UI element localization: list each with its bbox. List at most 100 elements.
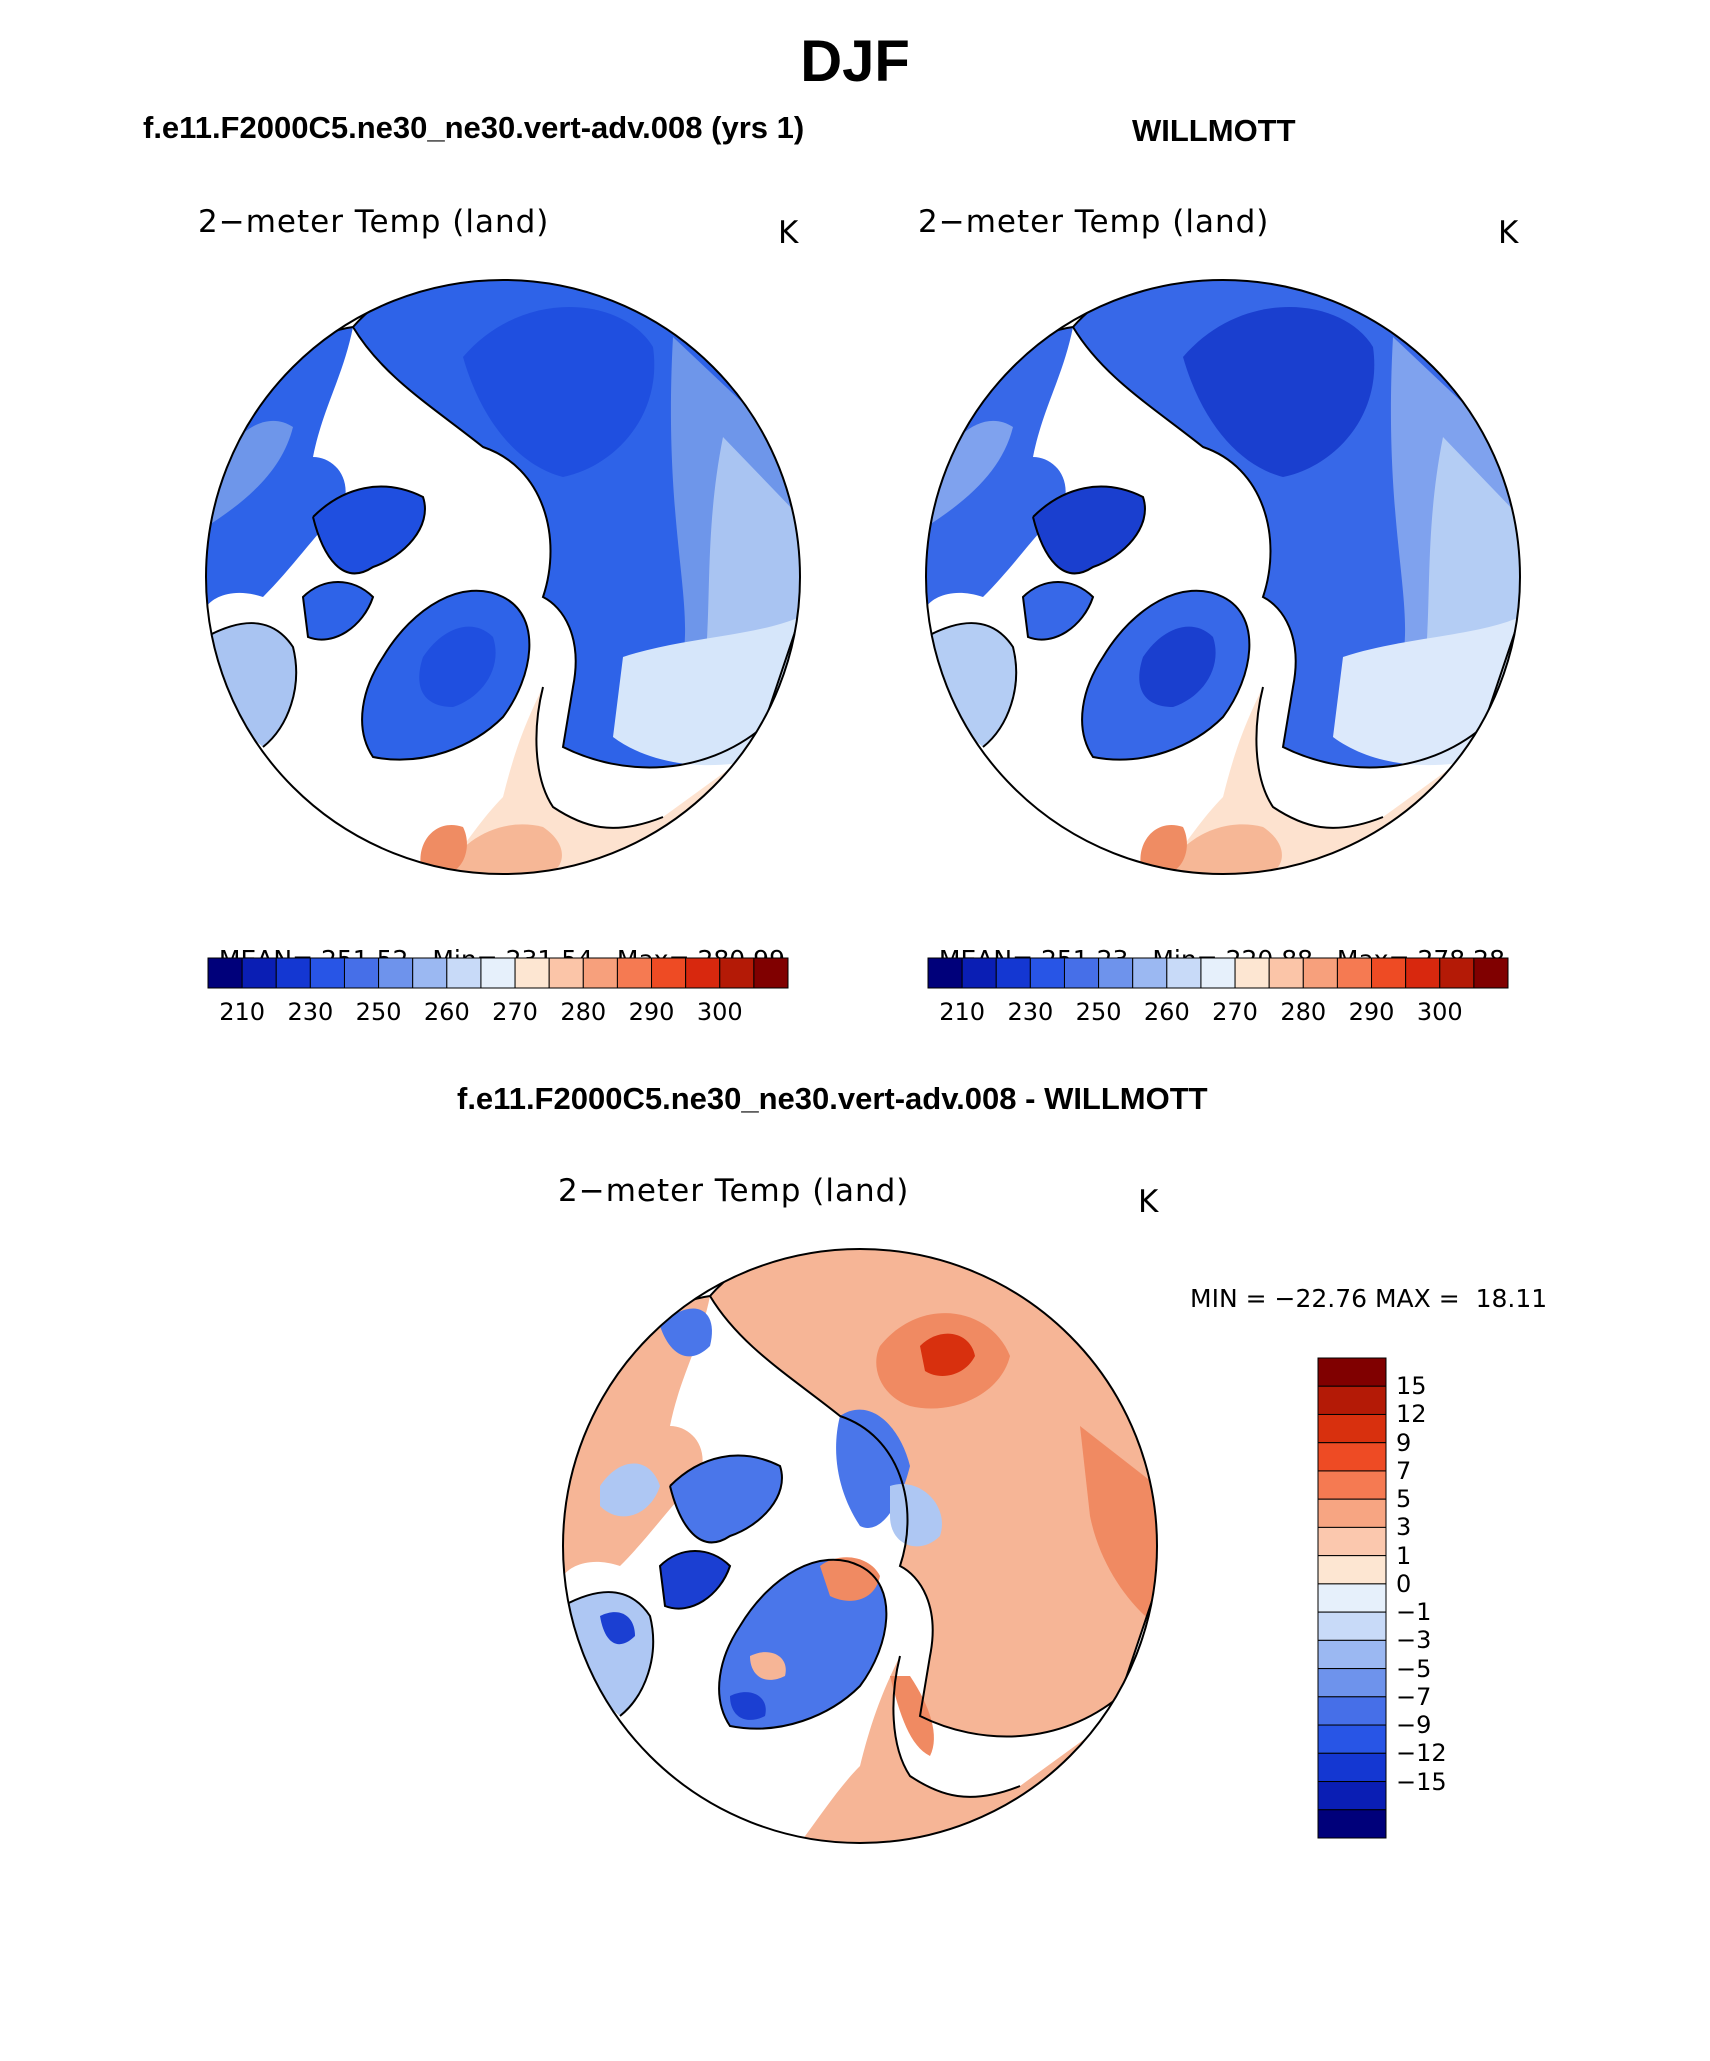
panel-1-colorbar [207,957,789,989]
colorbar-tick-label: 210 [219,998,266,1026]
colorbar-swatch [514,957,550,989]
colorbar-tick-label: 280 [1280,998,1327,1026]
colorbar-tick-label: 270 [1212,998,1258,1026]
colorbar-tick-label: 3 [1396,1513,1412,1542]
panel-1-map [205,279,801,875]
colorbar-swatch [548,957,584,989]
colorbar-tick-label: 250 [355,998,402,1026]
figure-title: DJF [800,29,910,94]
colorbar-tick-label: 210 [939,998,986,1026]
colorbar-swatch [1234,957,1270,989]
colorbar-swatch [1063,957,1100,989]
colorbar-swatch [995,957,1031,989]
difference-max-label: MAX = [1374,1284,1460,1313]
colorbar-swatch [1098,957,1134,989]
colorbar-swatch [651,957,687,989]
difference-min-label: MIN = [1190,1284,1267,1313]
colorbar-swatch [1405,957,1441,989]
colorbar-swatch [1336,957,1373,989]
colorbar-swatch [616,957,653,989]
difference-map-border [562,1248,1158,1844]
colorbar-swatch [1132,957,1168,989]
colorbar-tick-label: 290 [1348,998,1395,1026]
colorbar-tick-label: 230 [287,998,334,1026]
colorbar-swatch [1317,1442,1387,1472]
panel-2-case-title: WILLMOTT [1132,113,1296,148]
colorbar-swatch [207,957,243,989]
colorbar-swatch [1302,957,1338,989]
difference-max-value: 18.11 [1475,1284,1548,1313]
colorbar-swatch [1317,1526,1387,1557]
panel-2-temperature-field [926,280,1520,874]
colorbar-swatch [685,957,721,989]
colorbar-tick-label: 300 [696,998,743,1026]
colorbar-swatch [1439,957,1475,989]
colorbar-swatch [343,957,380,989]
colorbar-swatch [412,957,448,989]
colorbar-tick-label: 270 [492,998,538,1026]
colorbar-swatch [378,957,414,989]
panel-1-units: K [778,215,800,251]
colorbar-tick-label: 260 [1143,998,1190,1026]
colorbar-swatch [275,957,311,989]
panel-1-variable-label: 2−meter Temp (land) [198,204,550,240]
colorbar-swatch [1473,957,1509,989]
colorbar-swatch [1317,1752,1387,1783]
colorbar-tick-label: 300 [1416,998,1463,1026]
colorbar-tick-label: 5 [1396,1485,1412,1514]
colorbar-swatch [582,957,618,989]
colorbar-tick-label: 290 [628,998,675,1026]
panel-2-units: K [1498,215,1520,251]
colorbar-swatch [719,957,755,989]
difference-min-value: −22.76 [1274,1284,1368,1313]
difference-colorbar [1317,1357,1387,1839]
panel-1-case-title: f.e11.F2000C5.ne30_ne30.vert-adv.008 (yr… [143,110,805,145]
colorbar-swatch [1317,1781,1387,1811]
colorbar-tick-label: −9 [1396,1711,1432,1740]
colorbar-tick-label: 260 [423,998,470,1026]
difference-variable-label: 2−meter Temp (land) [558,1173,910,1209]
colorbar-swatch [961,957,997,989]
difference-map [562,1248,1158,1844]
colorbar-swatch [1317,1385,1387,1415]
colorbar-swatch [1166,957,1202,989]
difference-temperature-field [563,1249,1157,1843]
colorbar-tick-label: 1 [1396,1541,1412,1570]
colorbar-swatch [753,957,789,989]
colorbar-swatch [446,957,482,989]
colorbar-tick-label: 7 [1396,1456,1412,1485]
colorbar-swatch [1317,1639,1387,1670]
colorbar-tick-label: −1 [1396,1598,1432,1627]
colorbar-swatch [480,957,516,989]
difference-units: K [1138,1184,1160,1220]
colorbar-tick-label: 0 [1396,1569,1412,1598]
colorbar-tick-label: −15 [1396,1767,1447,1796]
colorbar-swatch [1371,957,1407,989]
panel-2-colorbar [927,957,1509,989]
colorbar-swatch [1317,1555,1387,1585]
colorbar-tick-label: 9 [1396,1428,1412,1457]
panel-2-variable-label: 2−meter Temp (land) [918,204,1270,240]
colorbar-swatch [241,957,277,989]
colorbar-tick-label: −7 [1396,1682,1432,1711]
colorbar-swatch [1317,1357,1387,1387]
colorbar-swatch [1317,1583,1387,1613]
colorbar-tick-label: 12 [1396,1400,1427,1429]
colorbar-swatch [1200,957,1236,989]
colorbar-swatch [927,957,963,989]
colorbar-tick-label: 280 [560,998,607,1026]
colorbar-swatch [1317,1413,1387,1444]
colorbar-swatch [1317,1611,1387,1641]
colorbar-tick-label: 250 [1075,998,1122,1026]
colorbar-tick-label: −12 [1396,1739,1447,1768]
panel-2-map [925,279,1521,875]
colorbar-swatch [1317,1809,1387,1839]
colorbar-tick-label: 230 [1007,998,1054,1026]
colorbar-swatch [1029,957,1065,989]
difference-case-title: f.e11.F2000C5.ne30_ne30.vert-adv.008 - W… [457,1081,1208,1116]
colorbar-tick-label: −3 [1396,1626,1432,1655]
colorbar-tick-label: 15 [1396,1372,1427,1401]
colorbar-swatch [1317,1696,1387,1726]
colorbar-swatch [1317,1668,1387,1698]
